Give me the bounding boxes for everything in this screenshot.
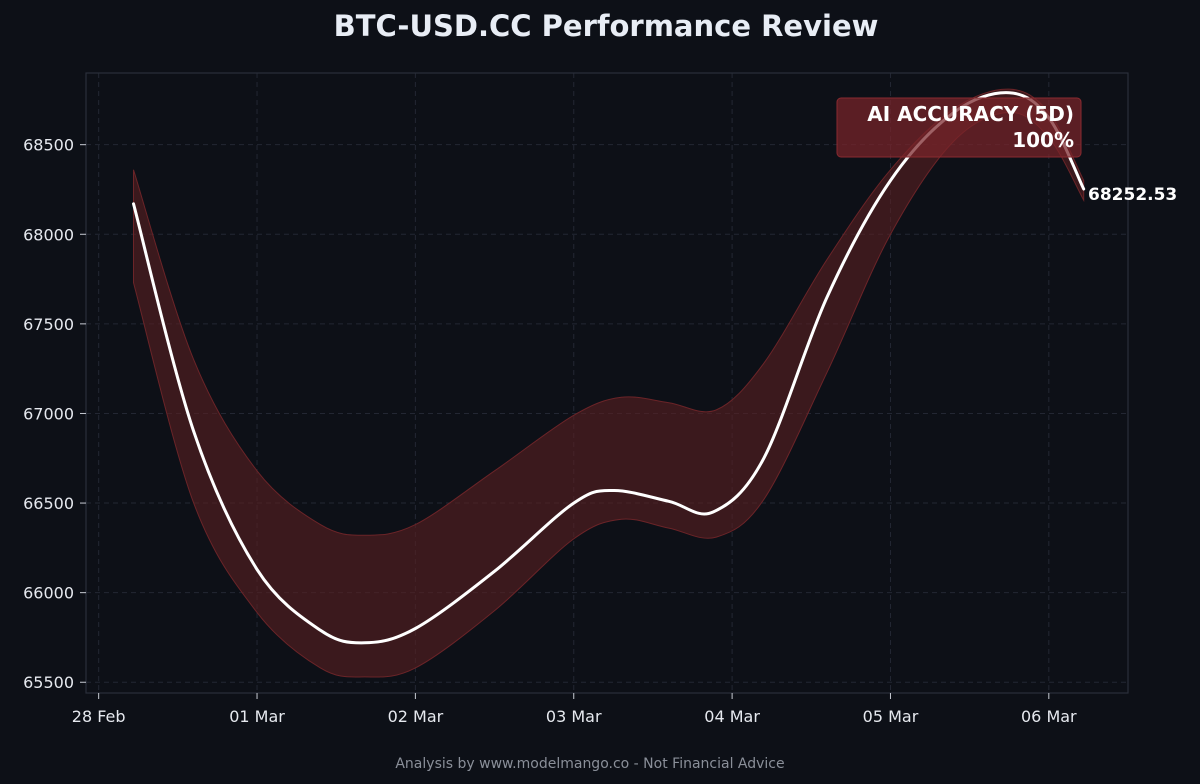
- x-tick-label: 04 Mar: [704, 707, 760, 726]
- accuracy-badge-value: 100%: [1012, 128, 1074, 152]
- y-tick-label: 66000: [23, 584, 74, 603]
- chart-title: BTC-USD.CC Performance Review: [334, 9, 879, 43]
- y-tick-label: 66500: [23, 494, 74, 513]
- last-value-label: 68252.53: [1088, 185, 1177, 205]
- y-tick-label: 67500: [23, 315, 74, 334]
- plot-area-frame: [85, 72, 1129, 694]
- y-tick-label: 68000: [23, 225, 74, 244]
- x-tick-label: 28 Feb: [72, 707, 126, 726]
- x-tick-label: 03 Mar: [546, 707, 602, 726]
- x-tick-label: 06 Mar: [1021, 707, 1077, 726]
- accuracy-badge: AI ACCURACY (5D) 100%: [836, 97, 1082, 158]
- accuracy-badge-background: [836, 97, 1082, 158]
- x-tick-label: 01 Mar: [229, 707, 285, 726]
- y-tick-label: 68500: [23, 136, 74, 155]
- accuracy-badge-title: AI ACCURACY (5D): [867, 102, 1074, 126]
- y-tick-label: 67000: [23, 404, 74, 423]
- x-tick-label: 05 Mar: [863, 707, 919, 726]
- confidence-band: [133, 88, 1085, 678]
- grid: [86, 73, 1128, 693]
- x-tick-label: 02 Mar: [388, 707, 444, 726]
- footer-disclaimer: Analysis by www.modelmango.co - Not Fina…: [395, 756, 784, 772]
- y-tick-label: 65500: [23, 673, 74, 692]
- axis-ticks: 65500 66000 66500 67000 67500 68000 68500 28 Fe…: [23, 136, 1077, 726]
